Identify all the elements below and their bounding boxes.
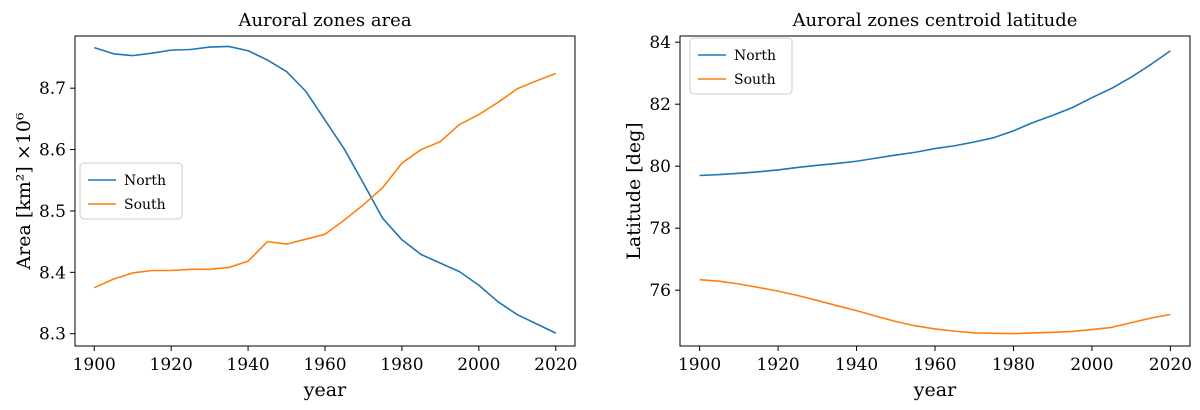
y-tick-label: 8.3 [39, 325, 66, 345]
y-tick-label: 8.6 [39, 141, 66, 161]
x-tick-label: 1940 [226, 355, 269, 375]
series-line-south [699, 278, 1171, 335]
x-tick-label: 1980 [992, 355, 1035, 375]
y-tick-label: 78 [649, 219, 671, 239]
y-tick-label: 80 [649, 157, 671, 177]
x-tick-label: 1940 [835, 355, 878, 375]
x-tick-label: 2000 [457, 355, 500, 375]
x-axis-label: year [913, 379, 957, 401]
series-line-north [699, 50, 1171, 177]
y-tick-label: 82 [649, 95, 671, 115]
x-axis-label: year [303, 379, 347, 401]
y-axis-label: Latitude [deg] [623, 122, 645, 259]
x-tick-label: 1920 [756, 355, 799, 375]
series-line-north [93, 45, 557, 334]
y-tick-label: 8.5 [39, 202, 66, 222]
chart-title: Auroral zones area [237, 10, 411, 31]
x-tick-label: 1960 [303, 355, 346, 375]
chart-title: Auroral zones centroid latitude [792, 10, 1078, 31]
y-tick-label: 8.7 [39, 79, 66, 99]
x-tick-label: 1920 [150, 355, 193, 375]
chart-area: 1900 1920 1940 1960 1980 2000 2020 8.3 8.4 8.5 8.6… [13, 10, 577, 401]
chart-latitude: 1900 1920 1940 1960 1980 2000 2020 76 78 80 82 84 Au… [623, 10, 1192, 401]
x-tick-label: 1900 [678, 355, 721, 375]
x-tick-label: 1980 [380, 355, 423, 375]
legend: North South [79, 162, 183, 220]
legend: North South [689, 37, 793, 95]
legend-label-north: North [124, 173, 166, 189]
x-tick-label: 2020 [534, 355, 577, 375]
series-line-south [93, 72, 557, 289]
y-axis-label: Area [km²] ×10⁶ [13, 112, 35, 271]
legend-box [689, 37, 793, 95]
legend-label-north: North [734, 48, 776, 64]
legend-label-south: South [734, 72, 776, 88]
y-tick-label: 8.4 [39, 263, 66, 283]
x-tick-label: 2000 [1070, 355, 1113, 375]
x-tick-label: 1900 [73, 355, 116, 375]
y-tick-label: 84 [649, 33, 671, 53]
legend-box [79, 162, 183, 220]
y-tick-label: 76 [649, 281, 671, 301]
x-tick-label: 2020 [1149, 355, 1192, 375]
legend-label-south: South [124, 197, 166, 213]
x-tick-label: 1960 [913, 355, 956, 375]
